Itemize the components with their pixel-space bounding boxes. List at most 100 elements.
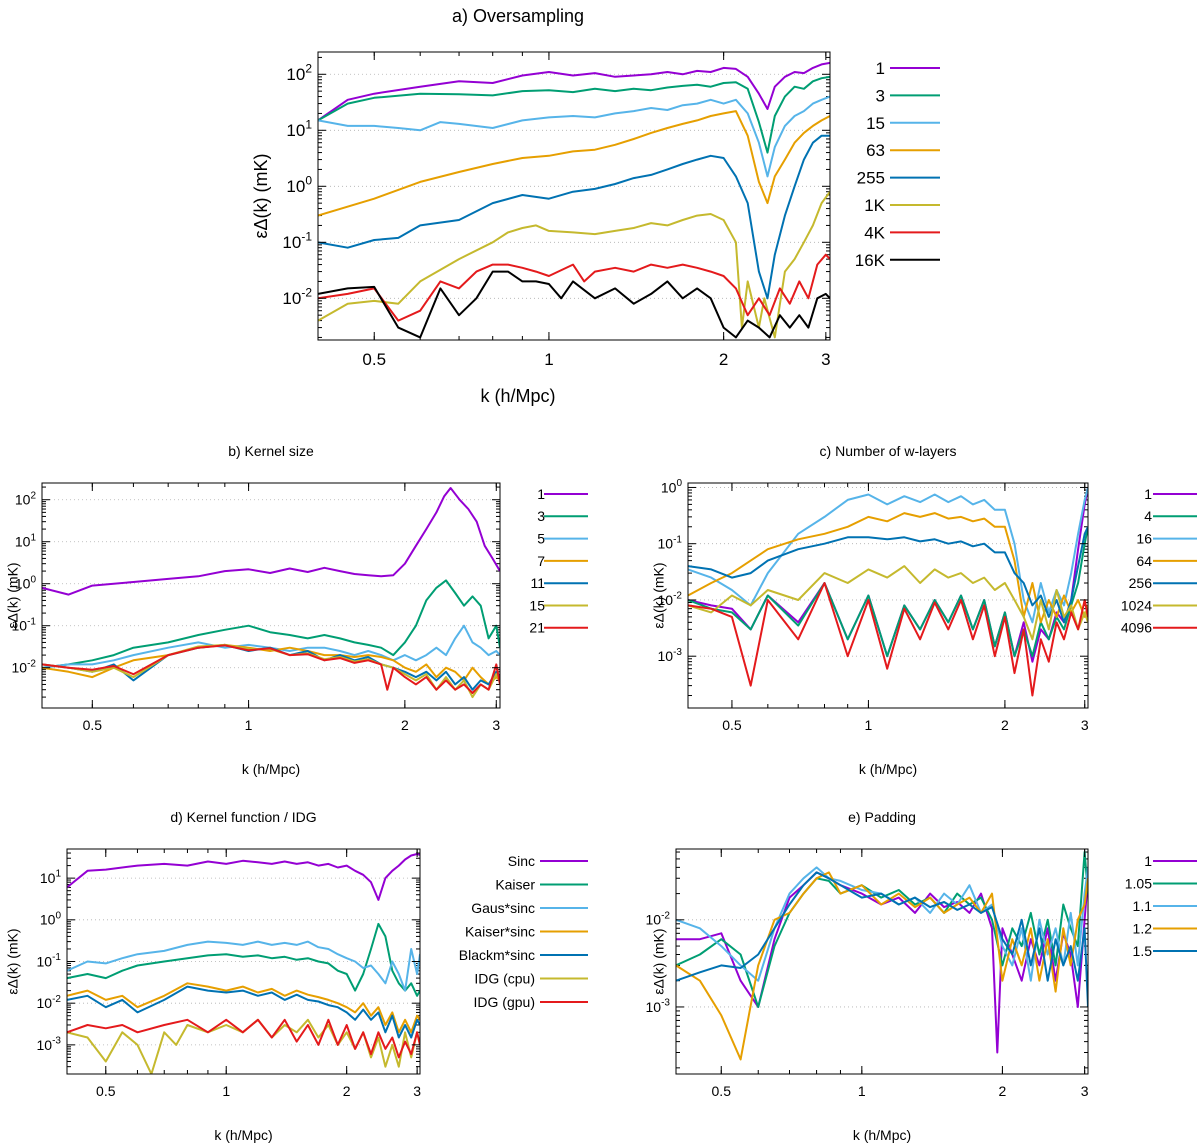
y-tick-label: 10-1 [37, 952, 62, 969]
series-line-4 [688, 526, 1088, 658]
legend-label: 3 [537, 508, 545, 524]
series-line-15 [318, 95, 830, 178]
legend-label: 1 [537, 486, 545, 502]
x-tick-label: 2 [999, 1083, 1007, 1099]
legend-label: 5 [537, 531, 545, 547]
legend-label: 21 [529, 620, 545, 636]
y-tick-label: 101 [15, 532, 37, 549]
panel-a: 10-2 10-1 100 101 102 0.5 1 2 3 a) Oversampling k … [251, 6, 940, 406]
y-tick-label: 10-1 [282, 230, 312, 253]
y-tick-label: 10-2 [12, 658, 37, 675]
legend-label: 1 [1144, 853, 1152, 869]
y-tick-label: 102 [286, 62, 312, 85]
x-tick-label: 0.5 [83, 717, 103, 733]
y-tick-label: 10-3 [658, 647, 683, 664]
series-line-3 [318, 75, 830, 154]
series-line-Gaus-sinc [67, 940, 420, 992]
y-tick-label: 10-2 [37, 994, 62, 1011]
series-line-64 [688, 512, 1088, 624]
y-tick-label: 10-3 [37, 1035, 62, 1052]
panel-c: 10-3 10-2 10-1 100 0.5 1 2 3 c) Number of w-laye… [651, 443, 1197, 777]
y-tick-label: 10-2 [646, 910, 671, 927]
chart-title: e) Padding [848, 809, 916, 825]
legend-label: 256 [1129, 575, 1153, 591]
y-tick-label: 100 [15, 574, 37, 591]
y-tick-label: 100 [661, 478, 683, 495]
x-tick-label: 0.5 [712, 1083, 732, 1099]
series-line-1024 [688, 565, 1088, 641]
y-tick-label: 101 [40, 869, 62, 886]
legend-label: 1.5 [1133, 943, 1153, 959]
series-line-Blackm-sinc [67, 985, 420, 1039]
series-line-1K [318, 191, 830, 339]
x-tick-label: 2 [719, 350, 728, 369]
x-tick-label: 1 [544, 350, 553, 369]
series-line-1 [318, 61, 830, 122]
chart-title: b) Kernel size [228, 443, 314, 459]
x-tick-label: 2 [343, 1083, 351, 1099]
legend-label: Blackm*sinc [459, 947, 535, 963]
series-line-16K [318, 270, 830, 339]
y-axis-label: εΔ(k) (mK) [5, 562, 21, 628]
series-line-63 [318, 110, 830, 217]
legend-label: 1.2 [1133, 920, 1153, 936]
x-tick-label: 0.5 [722, 717, 742, 733]
legend-label: 4K [864, 223, 885, 242]
y-tick-label: 10-1 [658, 534, 683, 551]
legend-label: 3 [876, 86, 885, 105]
legend-label: 1024 [1121, 597, 1152, 613]
x-tick-label: 1 [245, 717, 253, 733]
legend-label: Kaiser [495, 876, 535, 892]
x-tick-label: 2 [1001, 717, 1009, 733]
legend-label: 4 [1144, 508, 1152, 524]
x-tick-label: 1 [858, 1083, 866, 1099]
legend-label: 1.1 [1133, 898, 1153, 914]
legend-label: 1 [876, 59, 885, 78]
y-tick-label: 100 [40, 910, 62, 927]
chart-title: c) Number of w-layers [820, 443, 957, 459]
x-tick-label: 0.5 [362, 350, 386, 369]
legend-label: 16K [855, 251, 886, 270]
y-tick-label: 102 [15, 490, 37, 507]
plot-frame [675, 848, 1089, 1075]
plot-frame [317, 51, 831, 341]
y-axis-label: εΔ(k) (mK) [5, 928, 21, 994]
x-tick-label: 2 [401, 717, 409, 733]
legend-label: 63 [866, 141, 885, 160]
y-tick-label: 100 [286, 174, 312, 197]
legend-label: 16 [1136, 531, 1152, 547]
x-axis-label: k (h/Mpc) [480, 386, 555, 406]
x-tick-label: 0.5 [96, 1083, 116, 1099]
legend-label: Sinc [508, 853, 535, 869]
x-tick-label: 3 [1081, 1083, 1089, 1099]
legend-label: 7 [537, 553, 545, 569]
series-line-IDG-cpu- [67, 1018, 420, 1074]
x-axis-label: k (h/Mpc) [242, 761, 300, 777]
legend-label: 255 [857, 169, 885, 188]
series-line-Sinc [67, 853, 420, 901]
x-tick-label: 1 [865, 717, 873, 733]
legend-label: 11 [530, 575, 545, 591]
legend-label: IDG (cpu) [474, 970, 535, 986]
legend-label: 1 [1144, 486, 1152, 502]
legend-label: Kaiser*sinc [465, 923, 535, 939]
legend-label: IDG (gpu) [474, 994, 535, 1010]
series-line-1 [42, 487, 500, 596]
x-axis-label: k (h/Mpc) [214, 1127, 272, 1143]
series-line-1-5 [676, 871, 1088, 1008]
legend-label: Gaus*sinc [471, 900, 535, 916]
x-tick-label: 1 [222, 1083, 230, 1099]
panel-e: 10-3 10-2 0.5 1 2 3 e) Padding k (h/Mpc) εΔ(k) (… [646, 809, 1197, 1143]
y-tick-label: 101 [286, 118, 312, 141]
y-tick-label: 10-1 [12, 616, 37, 633]
y-axis-label: εΔ(k) (mK) [251, 153, 271, 238]
series-line-1-2 [676, 871, 1088, 1061]
y-axis-label: εΔ(k) (mK) [651, 562, 667, 628]
x-tick-label: 3 [492, 717, 500, 733]
y-tick-label: 10-2 [282, 286, 312, 309]
x-tick-label: 3 [413, 1083, 421, 1099]
legend-label: 64 [1136, 553, 1152, 569]
x-tick-label: 3 [1081, 717, 1089, 733]
series-line-3 [42, 579, 500, 669]
